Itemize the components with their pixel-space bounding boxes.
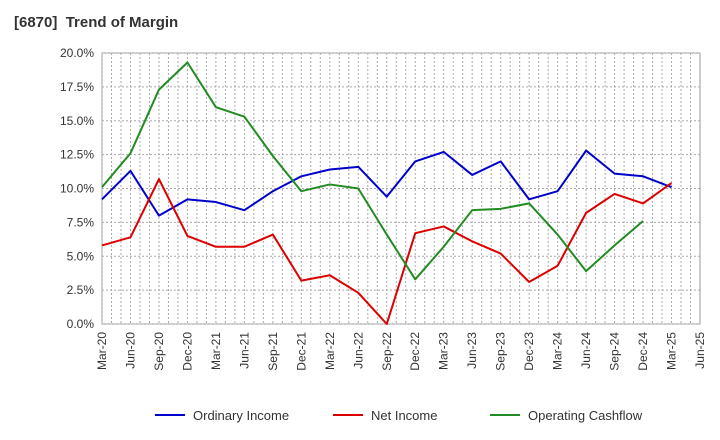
y-tick-label: 20.0% xyxy=(60,46,94,60)
series-line-net-income xyxy=(101,178,673,325)
x-tick-label: Mar-24 xyxy=(551,332,565,370)
legend-label: Ordinary Income xyxy=(193,408,289,423)
x-tick-label: Jun-22 xyxy=(351,332,365,369)
x-tick-label: Jun-21 xyxy=(237,332,251,369)
y-tick-label: 7.5% xyxy=(67,215,95,229)
x-tick-label: Mar-21 xyxy=(209,332,223,370)
x-tick-label: Dec-22 xyxy=(408,332,422,371)
y-tick-label: 17.5% xyxy=(60,80,94,94)
x-tick-label: Sep-24 xyxy=(608,332,622,371)
x-tick-label: Mar-23 xyxy=(437,332,451,370)
y-tick-label: 10.0% xyxy=(60,182,94,196)
x-tick-label: Jun-25 xyxy=(693,332,707,369)
x-tick-label: Dec-23 xyxy=(522,332,536,371)
x-tick-label: Mar-25 xyxy=(665,332,679,370)
legend-label: Operating Cashflow xyxy=(528,408,643,423)
legend-label: Net Income xyxy=(371,408,437,423)
x-tick-label: Sep-20 xyxy=(152,332,166,371)
x-tick-label: Sep-21 xyxy=(266,332,280,371)
y-tick-label: 0.0% xyxy=(67,317,95,331)
x-tick-label: Mar-22 xyxy=(323,332,337,370)
y-tick-label: 12.5% xyxy=(60,148,94,162)
x-tick-label: Jun-24 xyxy=(579,332,593,369)
x-tick-label: Mar-20 xyxy=(95,332,109,370)
x-tick-label: Dec-21 xyxy=(294,332,308,371)
chart-title: [6870] Trend of Margin xyxy=(14,14,179,31)
y-tick-label: 15.0% xyxy=(60,114,94,128)
x-tick-label: Dec-24 xyxy=(636,332,650,371)
series-line-operating-cashflow xyxy=(101,61,644,281)
series-line-ordinary-income xyxy=(101,149,672,217)
x-tick-label: Jun-20 xyxy=(123,332,137,369)
x-tick-label: Dec-20 xyxy=(180,332,194,371)
y-tick-label: 2.5% xyxy=(67,283,95,297)
x-tick-label: Sep-23 xyxy=(494,332,508,371)
x-tick-label: Sep-22 xyxy=(380,332,394,371)
x-tick-label: Jun-23 xyxy=(465,332,479,369)
y-tick-label: 5.0% xyxy=(67,249,95,263)
